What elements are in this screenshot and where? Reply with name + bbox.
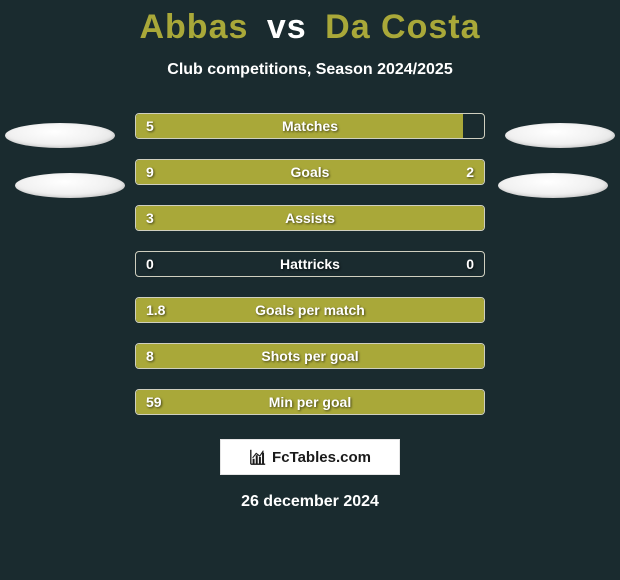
- stat-row: 5Matches: [135, 113, 485, 139]
- stat-label: Hattricks: [136, 252, 484, 276]
- stat-row: 8Shots per goal: [135, 343, 485, 369]
- vs-text: vs: [267, 8, 307, 46]
- decorative-ellipse: [5, 123, 115, 148]
- decorative-ellipse: [15, 173, 125, 198]
- stat-label: Min per goal: [136, 390, 484, 414]
- brand-box: FcTables.com: [220, 439, 400, 475]
- chart-icon: [249, 448, 267, 466]
- stat-label: Goals per match: [136, 298, 484, 322]
- stat-row: 59Min per goal: [135, 389, 485, 415]
- stat-row: 3Assists: [135, 205, 485, 231]
- stat-row: 00Hattricks: [135, 251, 485, 277]
- stat-row: 92Goals: [135, 159, 485, 185]
- decorative-ellipse: [505, 123, 615, 148]
- stat-label: Matches: [136, 114, 484, 138]
- stat-row: 1.8Goals per match: [135, 297, 485, 323]
- brand-text: FcTables.com: [272, 449, 371, 466]
- subtitle: Club competitions, Season 2024/2025: [0, 61, 620, 79]
- decorative-ellipse: [498, 173, 608, 198]
- stat-label: Assists: [136, 206, 484, 230]
- page-title: Abbas vs Da Costa: [0, 0, 620, 47]
- stat-label: Goals: [136, 160, 484, 184]
- player2-name: Da Costa: [325, 8, 480, 46]
- comparison-chart: 5Matches 92Goals 3Assists 00Hattricks 1.8Goa…: [0, 113, 620, 415]
- date: 26 december 2024: [0, 493, 620, 511]
- stat-label: Shots per goal: [136, 344, 484, 368]
- player1-name: Abbas: [139, 8, 248, 46]
